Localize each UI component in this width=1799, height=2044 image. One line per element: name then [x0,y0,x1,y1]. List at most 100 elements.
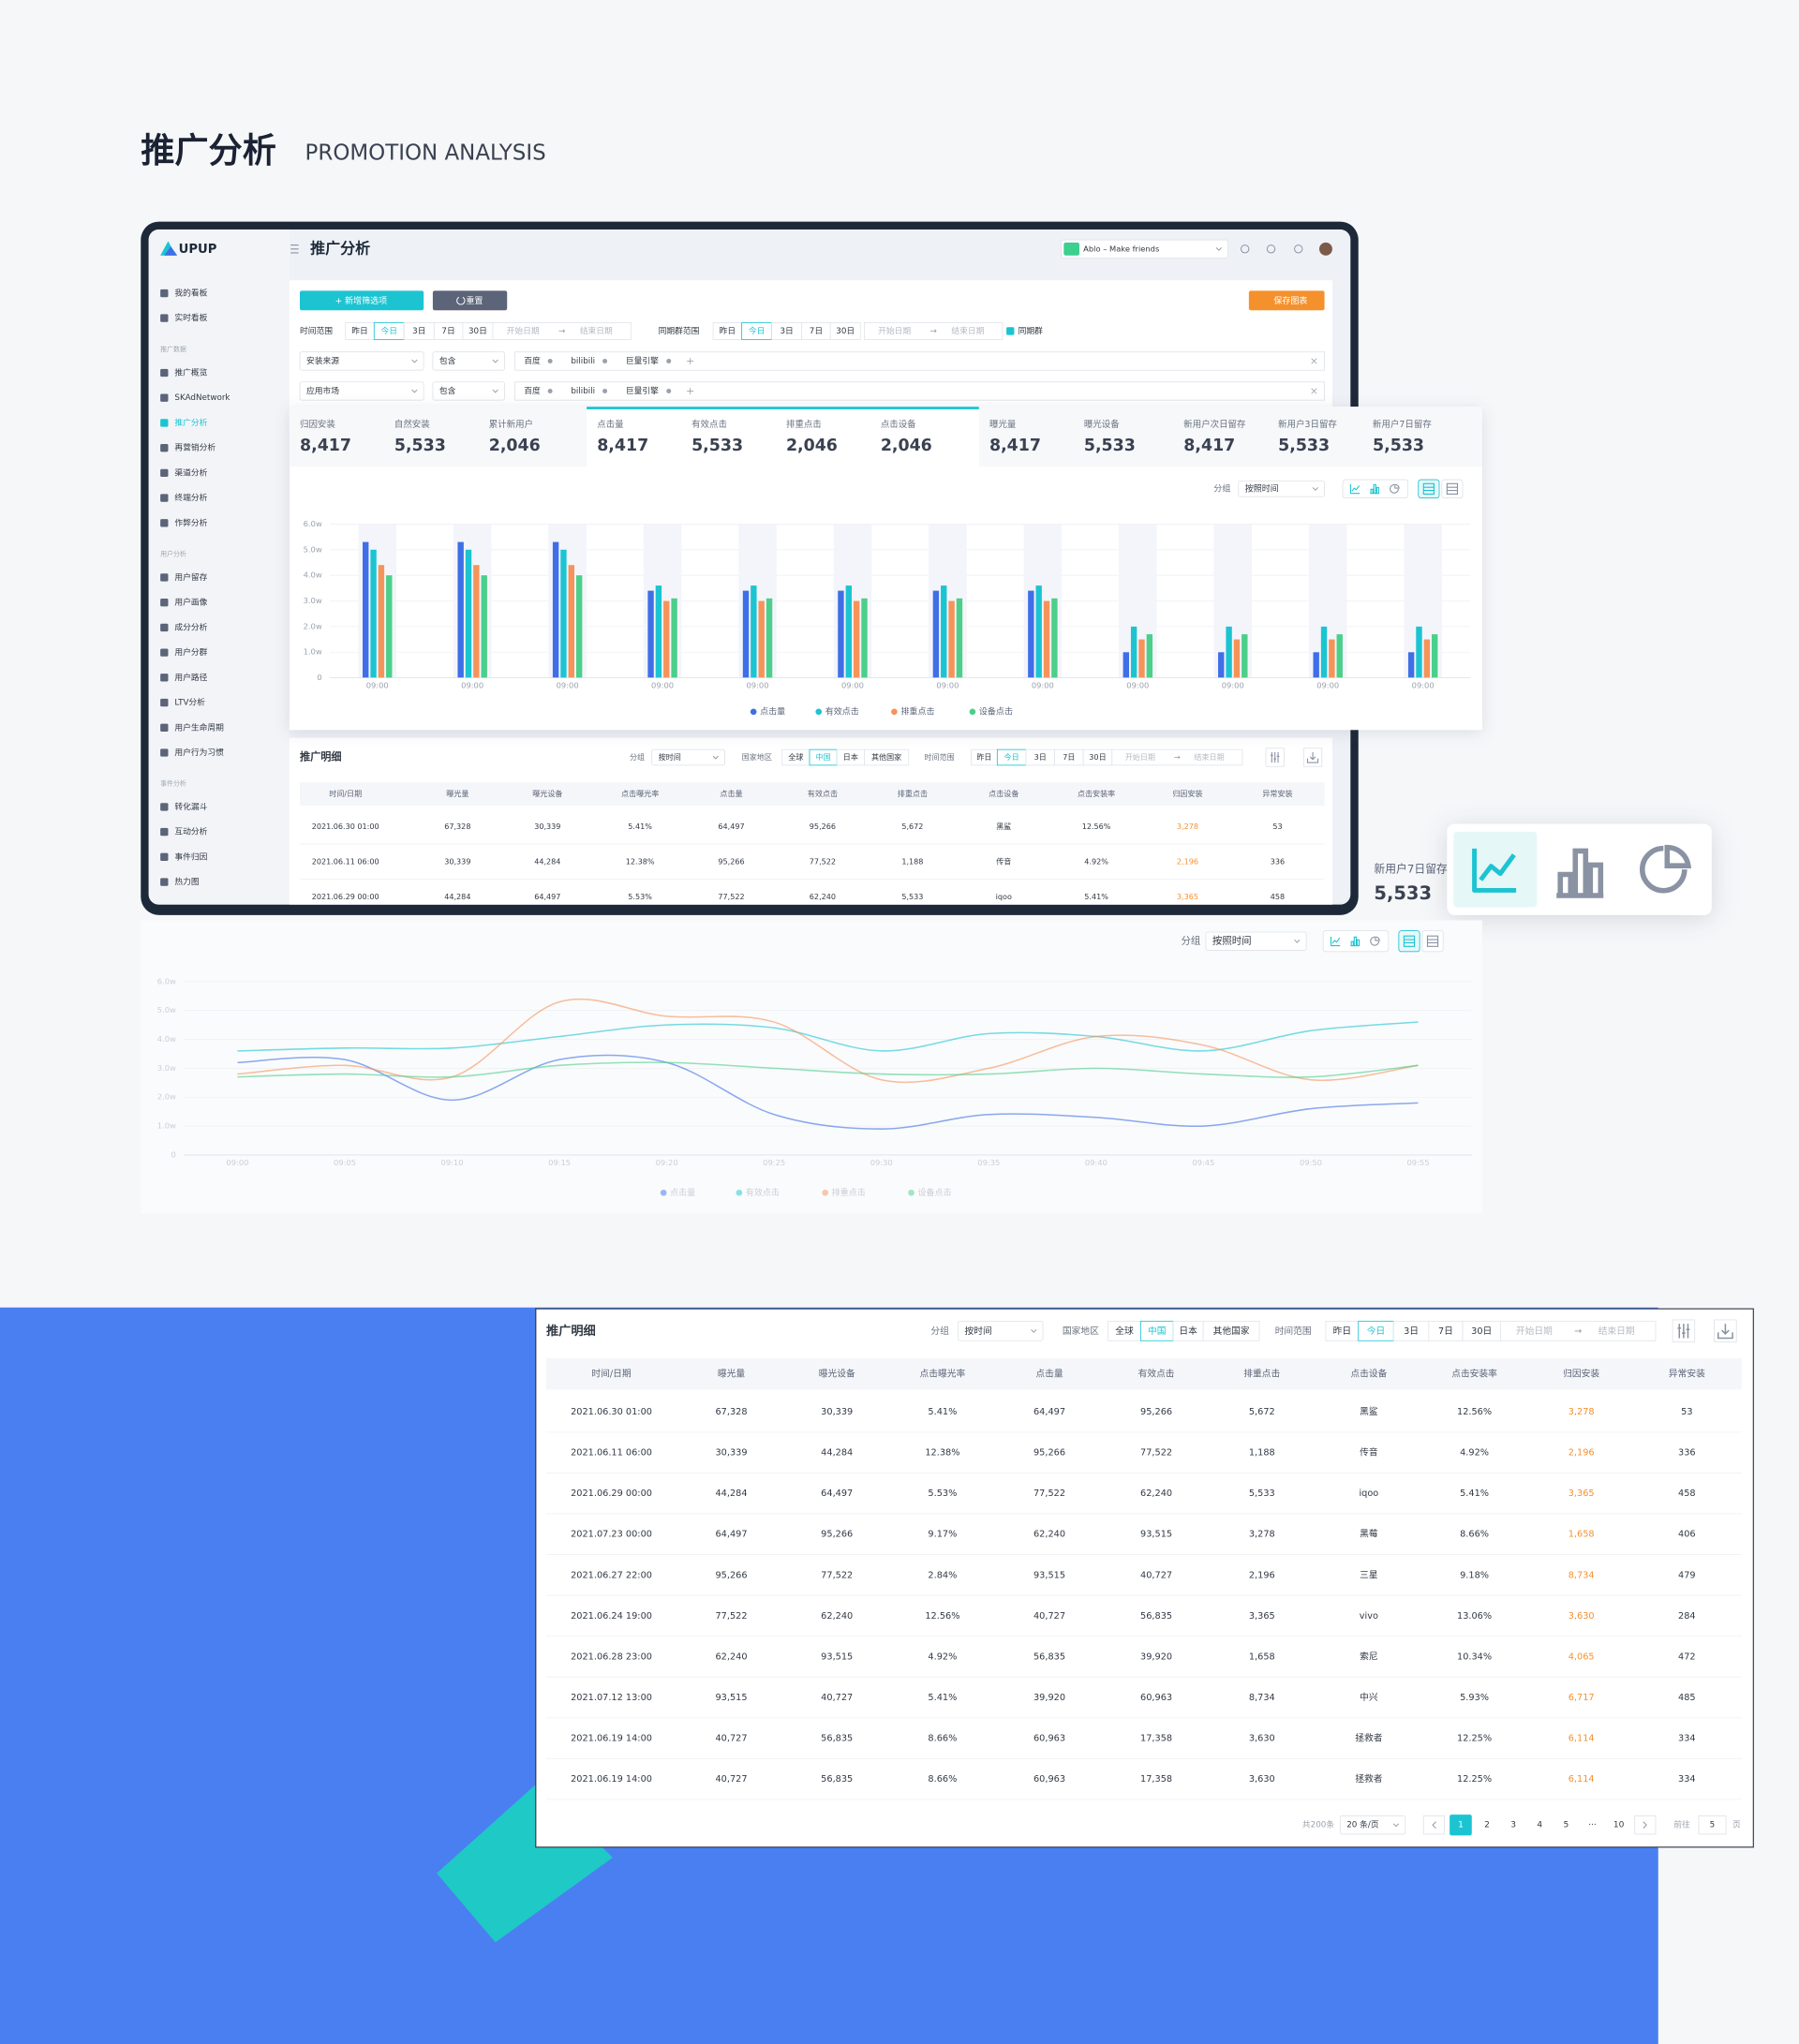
kpi-label[interactable]: 曝光设备 [1084,419,1120,430]
menu-item[interactable]: 转化漏斗 [174,801,207,812]
goto-value[interactable]: 5 [1710,1821,1716,1830]
icon-table[interactable] [1403,935,1416,947]
menu-item[interactable]: 渠道分析 [174,467,207,478]
select[interactable] [299,381,424,401]
tag-close[interactable] [666,358,672,363]
select-value[interactable]: 安装来源 [306,355,339,366]
menu-item[interactable]: 我的看板 [174,288,207,299]
kpi-label[interactable]: 曝光量 [989,419,1017,430]
tag-close[interactable] [602,358,608,363]
option-label[interactable]: 昨日 [720,325,736,336]
toolbar-icon[interactable] [1266,244,1276,254]
date-range[interactable] [1111,748,1243,766]
kpi-group[interactable] [1173,407,1482,467]
menu-item[interactable]: 再营销分析 [174,442,216,453]
menu-item[interactable]: LTV分析 [174,697,205,708]
menu-item[interactable]: 用户画像 [174,597,207,608]
select-value[interactable]: 包含 [439,385,456,396]
select-value[interactable]: 按时间 [965,1325,992,1337]
legend-label[interactable]: 排重点击 [832,1187,866,1198]
page-button[interactable] [1554,1814,1578,1836]
option-label[interactable]: 昨日 [976,752,991,762]
icon-button[interactable] [1441,479,1464,499]
menu-item[interactable]: SKAdNetwork [174,393,230,403]
legend-label[interactable]: 有效点击 [825,705,859,717]
row-remove[interactable] [1311,388,1317,394]
kpi-value[interactable]: 5,533 [691,437,743,455]
select-value[interactable]: 按时间 [659,752,681,762]
kpi-label[interactable]: 排重点击 [786,419,822,430]
legend-label[interactable]: 点击量 [760,705,785,717]
button-label[interactable]: 重置 [466,295,483,306]
option-label[interactable]: 今日 [1004,752,1019,762]
kpi-value[interactable]: 5,533 [1373,437,1424,455]
menu-item[interactable]: 终端分析 [174,492,207,503]
menu-item[interactable]: 用户生命周期 [174,721,224,733]
save-button[interactable] [1248,290,1325,311]
page-button[interactable] [1607,1814,1630,1836]
icon-table[interactable] [1422,482,1435,495]
date-range[interactable] [864,321,1004,340]
icon-columns[interactable] [1677,1324,1690,1339]
icon-line-chart[interactable] [1349,483,1360,495]
date-range[interactable] [492,321,632,340]
kpi-value[interactable]: 2,046 [881,437,932,455]
kpi-label[interactable]: 有效点击 [691,419,727,430]
tag[interactable]: 巨量引擎 [626,355,659,366]
select-value[interactable]: 按照时间 [1245,482,1279,494]
option-label[interactable]: 昨日 [351,325,367,336]
icon-table[interactable] [1446,482,1459,495]
page-number[interactable]: 2 [1484,1821,1490,1830]
kpi-value[interactable]: 2,046 [489,437,541,455]
option-label[interactable]: 中国 [1148,1325,1166,1337]
select[interactable] [299,351,424,371]
icon-bar-chart[interactable] [1350,936,1360,947]
checkbox[interactable] [1006,327,1015,335]
option-label[interactable]: 其他国家 [1213,1325,1250,1337]
select-value[interactable]: 按照时间 [1212,935,1252,947]
icon-line-chart[interactable] [1472,848,1517,893]
page-number[interactable]: 5 [1563,1821,1569,1830]
tag-close[interactable] [602,388,608,393]
option-label[interactable]: 30日 [1471,1326,1492,1337]
tag-close[interactable] [666,388,672,393]
icon-table[interactable] [1426,935,1439,947]
legend-label[interactable]: 排重点击 [900,705,934,717]
icon-pie-chart[interactable] [1390,483,1400,494]
option-label[interactable]: 7日 [810,326,823,336]
kpi-value[interactable]: 8,417 [989,437,1041,455]
tag[interactable]: bilibili [571,357,595,366]
page-button[interactable] [1581,1814,1604,1836]
option-label[interactable]: 3日 [780,326,793,336]
option-label[interactable]: 今日 [381,325,397,336]
kpi-label[interactable]: 自然安装 [394,419,430,430]
menu-item[interactable]: 热力图 [174,876,199,887]
select[interactable] [432,381,505,401]
kpi-group[interactable] [978,407,1174,467]
menu-item[interactable]: 作弊分析 [174,517,207,528]
option-label[interactable]: 30日 [1089,753,1106,762]
option-label[interactable]: 全球 [788,752,803,762]
app-select[interactable] [1061,239,1229,259]
menu-item[interactable]: 互动分析 [174,826,207,837]
option-label[interactable]: 中国 [816,752,831,762]
page-number[interactable]: 3 [1510,1821,1516,1830]
kpi-label[interactable]: 累计新用户 [489,419,533,430]
menu-item[interactable]: 推广分析 [174,417,207,428]
option-label[interactable]: 其他国家 [871,752,901,762]
option-label[interactable]: 昨日 [1333,1326,1351,1337]
kpi-group[interactable] [587,407,979,467]
kpi-value[interactable]: 8,417 [300,437,351,455]
option-label[interactable]: 3日 [1404,1326,1419,1337]
kpi-value[interactable]: 8,417 [597,437,648,455]
select[interactable] [432,351,505,371]
option-label[interactable]: 30日 [836,326,855,336]
icon-columns[interactable] [1271,751,1280,763]
option-label[interactable]: 30日 [468,326,487,336]
select[interactable] [958,1320,1044,1341]
kpi-group[interactable] [289,407,587,467]
menu-item[interactable]: 用户行为习惯 [174,747,224,758]
select[interactable] [1205,931,1307,951]
option-label[interactable]: 7日 [441,326,454,336]
option-label[interactable]: 今日 [1367,1325,1385,1337]
